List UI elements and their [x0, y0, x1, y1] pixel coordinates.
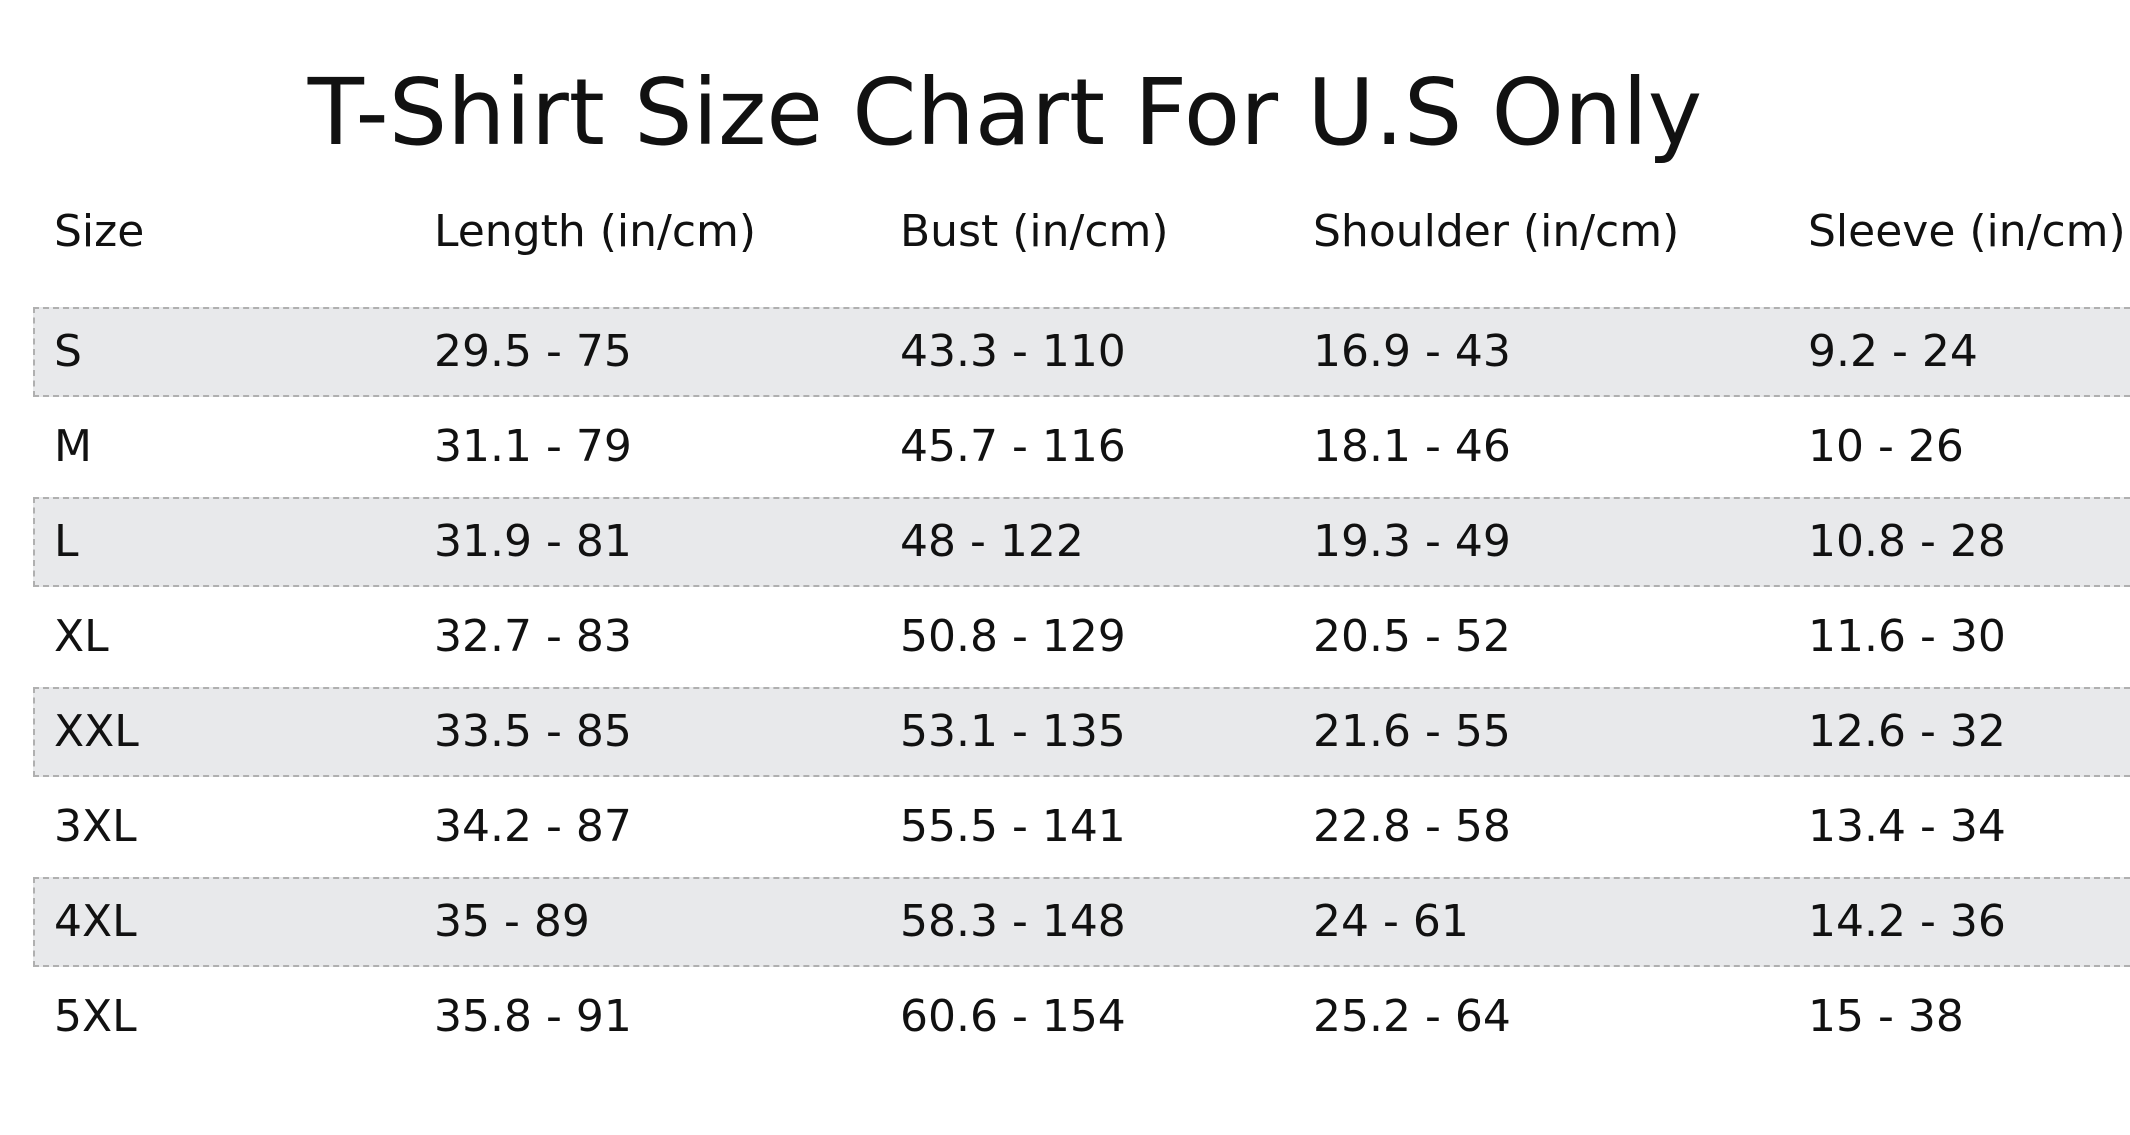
cell: 33.5 - 85	[434, 706, 632, 757]
cell: S	[54, 326, 82, 377]
row-band	[33, 687, 2130, 777]
cell: 10.8 - 28	[1808, 516, 2006, 567]
cell: 11.6 - 30	[1808, 611, 2006, 662]
cell: 29.5 - 75	[434, 326, 632, 377]
cell: 22.8 - 58	[1313, 801, 1511, 852]
cell: 35 - 89	[434, 896, 590, 947]
cell: 18.1 - 46	[1313, 421, 1511, 472]
cell: 45.7 - 116	[900, 421, 1126, 472]
cell: XXL	[54, 706, 139, 757]
cell: 55.5 - 141	[900, 801, 1126, 852]
cell: XL	[54, 611, 109, 662]
cell: 21.6 - 55	[1313, 706, 1511, 757]
header-cell: Bust (in/cm)	[900, 206, 1169, 257]
cell: 58.3 - 148	[900, 896, 1126, 947]
cell: 35.8 - 91	[434, 991, 632, 1042]
cell: 10 - 26	[1808, 421, 1964, 472]
cell: 31.1 - 79	[434, 421, 632, 472]
header-cell: Length (in/cm)	[434, 206, 757, 257]
cell: 43.3 - 110	[900, 326, 1126, 377]
row-band	[33, 307, 2130, 397]
cell: 4XL	[54, 896, 137, 947]
cell: 15 - 38	[1808, 991, 1964, 1042]
cell: 48 - 122	[900, 516, 1084, 567]
cell: 31.9 - 81	[434, 516, 632, 567]
cell: L	[54, 516, 79, 567]
cell: 9.2 - 24	[1808, 326, 1978, 377]
header-cell: Sleeve (in/cm)	[1808, 206, 2126, 257]
cell: 32.7 - 83	[434, 611, 632, 662]
title: T-Shirt Size Chart For U.S Only	[307, 59, 1703, 166]
header-cell: Shoulder (in/cm)	[1313, 206, 1680, 257]
cell: 3XL	[54, 801, 137, 852]
header-cell: Size	[54, 206, 145, 257]
cell: 19.3 - 49	[1313, 516, 1511, 567]
cell: 25.2 - 64	[1313, 991, 1511, 1042]
cell: 12.6 - 32	[1808, 706, 2006, 757]
cell: 13.4 - 34	[1808, 801, 2006, 852]
cell: 20.5 - 52	[1313, 611, 1511, 662]
cell: 16.9 - 43	[1313, 326, 1511, 377]
cell: 34.2 - 87	[434, 801, 632, 852]
cell: 53.1 - 135	[900, 706, 1126, 757]
cell: 24 - 61	[1313, 896, 1469, 947]
cell: 14.2 - 36	[1808, 896, 2006, 947]
cell: 60.6 - 154	[900, 991, 1126, 1042]
cell: 5XL	[54, 991, 137, 1042]
cell: M	[54, 421, 92, 472]
cell: 50.8 - 129	[900, 611, 1126, 662]
row-band	[33, 497, 2130, 587]
row-band	[33, 877, 2130, 967]
